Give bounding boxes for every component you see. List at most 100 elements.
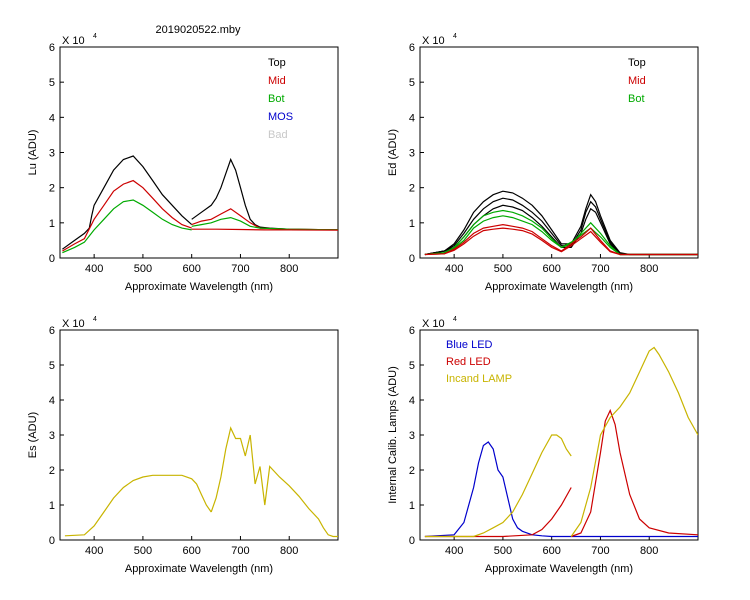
y-axis-label: Internal Calib. Lamps (ADU)	[387, 366, 399, 504]
x-tick-label: 500	[134, 263, 152, 275]
series-group	[64, 426, 338, 538]
legend-entry: Incand LAMP	[446, 373, 512, 385]
series-line	[62, 155, 193, 250]
y-tick-label: 6	[49, 325, 55, 337]
x-tick-label: 700	[591, 545, 609, 557]
series-line	[424, 434, 572, 538]
x-tick-label: 400	[445, 263, 463, 275]
plot-frame	[59, 329, 339, 541]
y-tick-label: 5	[409, 360, 415, 372]
x-tick-label: 600	[543, 545, 561, 557]
lamps-panel: 0 1 2 3 4 5 6 400 500 600 700 800 X 10 4 Approximate W…	[387, 316, 699, 575]
y-axis-label: Lu (ADU)	[27, 130, 39, 176]
series-line	[424, 209, 698, 256]
y-tick-label: 5	[409, 77, 415, 89]
y-tick-label: 0	[409, 535, 415, 547]
y-tick-label: 6	[49, 42, 55, 54]
x-axis-label: Approximate Wavelength (nm)	[485, 563, 633, 575]
y-tick-label: 2	[409, 183, 415, 195]
y-axis-label: Ed (ADU)	[387, 129, 399, 176]
series-line	[191, 208, 338, 231]
y-multiplier: X 10	[62, 35, 85, 47]
x-axis-label: Approximate Wavelength (nm)	[125, 281, 273, 293]
series-line	[191, 216, 338, 231]
legend-entry: Bot	[628, 93, 645, 105]
y-multiplier: X 10	[422, 35, 445, 47]
series-line	[191, 228, 338, 231]
y-multiplier-exponent: 4	[93, 33, 97, 40]
series-line	[210, 426, 338, 538]
es-panel: 0 1 2 3 4 5 6 400 500 600 700 800 X 10 4 Approximate W…	[27, 316, 339, 575]
series-line	[424, 441, 698, 538]
x-tick-label: 500	[134, 545, 152, 557]
x-tick-label: 400	[85, 263, 103, 275]
y-tick-label: 0	[409, 253, 415, 265]
series-group	[424, 190, 698, 256]
y-tick-label: 2	[49, 183, 55, 195]
y-tick-label: 3	[49, 148, 55, 160]
y-tick-label: 1	[409, 500, 415, 512]
y-tick-label: 6	[409, 325, 415, 337]
series-line	[191, 157, 338, 231]
y-multiplier: X 10	[62, 318, 85, 330]
x-tick-label: 800	[640, 545, 658, 557]
y-tick-label: 1	[49, 218, 55, 230]
y-tick-label: 2	[49, 465, 55, 477]
y-tick-label: 2	[409, 465, 415, 477]
legend-entry: Bot	[268, 93, 285, 105]
series-line	[424, 190, 698, 256]
y-tick-label: 4	[409, 395, 415, 407]
legend-entry: Blue LED	[446, 339, 493, 351]
x-axis-label: Approximate Wavelength (nm)	[485, 281, 633, 293]
x-tick-label: 800	[640, 263, 658, 275]
lu-panel: 0 1 2 3 4 5 6 400 500 600 700 800 X 10 4 Approximate W…	[27, 33, 339, 293]
series-line	[62, 199, 192, 254]
series-line	[570, 346, 698, 537]
y-tick-label: 3	[409, 148, 415, 160]
series-line	[424, 215, 698, 256]
x-tick-label: 600	[183, 263, 201, 275]
ed-panel: 0 1 2 3 4 5 6 400 500 600 700 800 X 10 4 Approximate W…	[387, 33, 699, 293]
x-tick-label: 500	[494, 263, 512, 275]
legend-entry: MOS	[268, 111, 293, 123]
y-tick-label: 0	[49, 253, 55, 265]
y-multiplier-exponent: 4	[453, 33, 457, 40]
x-tick-label: 400	[85, 545, 103, 557]
x-axis-label: Approximate Wavelength (nm)	[125, 563, 273, 575]
y-multiplier-exponent: 4	[453, 316, 457, 323]
y-axis-label: Es (ADU)	[27, 412, 39, 458]
y-tick-label: 4	[409, 112, 415, 124]
y-tick-label: 3	[49, 430, 55, 442]
series-group	[62, 155, 338, 254]
x-tick-label: 600	[183, 545, 201, 557]
y-multiplier: X 10	[422, 318, 445, 330]
series-group	[424, 346, 698, 538]
y-tick-label: 1	[409, 218, 415, 230]
x-tick-label: 800	[280, 263, 298, 275]
legend-entry: Top	[268, 57, 286, 69]
x-tick-label: 500	[494, 545, 512, 557]
x-tick-label: 400	[445, 545, 463, 557]
figure-title: 2019020522.mby	[155, 24, 241, 36]
series-line	[424, 487, 572, 538]
y-multiplier-exponent: 4	[93, 316, 97, 323]
plot-frame	[419, 46, 699, 259]
legend-entry: Top	[628, 57, 646, 69]
series-line	[62, 179, 192, 252]
x-tick-label: 700	[231, 263, 249, 275]
y-tick-label: 5	[49, 77, 55, 89]
legend-entry: Mid	[268, 75, 286, 87]
y-tick-label: 3	[409, 430, 415, 442]
x-tick-label: 600	[543, 263, 561, 275]
y-tick-label: 4	[49, 112, 55, 124]
x-tick-label: 700	[591, 263, 609, 275]
plot-frame	[59, 46, 339, 259]
y-tick-label: 1	[49, 500, 55, 512]
legend-entry: Red LED	[446, 356, 491, 368]
series-line	[424, 197, 698, 256]
series-line	[424, 227, 698, 256]
legend-entry: Mid	[628, 75, 646, 87]
legend-entry: Bad	[268, 129, 288, 141]
series-line	[424, 223, 698, 256]
